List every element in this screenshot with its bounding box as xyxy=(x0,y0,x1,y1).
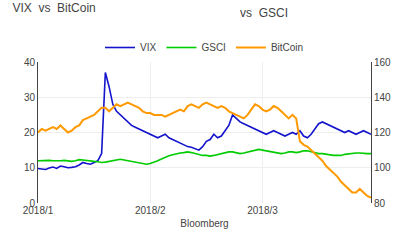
svg-text:40: 40 xyxy=(24,57,36,68)
svg-text:120: 120 xyxy=(374,127,391,138)
svg-text:VIX vs BitCoin: VIX vs BitCoin xyxy=(12,1,95,15)
svg-text:80: 80 xyxy=(374,198,386,209)
svg-text:VIX: VIX xyxy=(140,42,156,53)
svg-text:20: 20 xyxy=(24,127,36,138)
svg-text:10: 10 xyxy=(24,162,36,173)
svg-text:BitCoin: BitCoin xyxy=(271,42,303,53)
svg-text:vs GSCI: vs GSCI xyxy=(240,6,288,20)
svg-text:160: 160 xyxy=(374,57,391,68)
svg-text:GSCI: GSCI xyxy=(201,42,225,53)
svg-text:140: 140 xyxy=(374,92,391,103)
svg-text:2018/3: 2018/3 xyxy=(247,205,278,216)
svg-text:Bloomberg: Bloomberg xyxy=(180,218,228,229)
svg-text:30: 30 xyxy=(24,92,36,103)
svg-text:2018/2: 2018/2 xyxy=(135,205,166,216)
svg-text:100: 100 xyxy=(374,162,391,173)
svg-text:2018/1: 2018/1 xyxy=(23,205,54,216)
svg-text:0: 0 xyxy=(29,198,35,209)
